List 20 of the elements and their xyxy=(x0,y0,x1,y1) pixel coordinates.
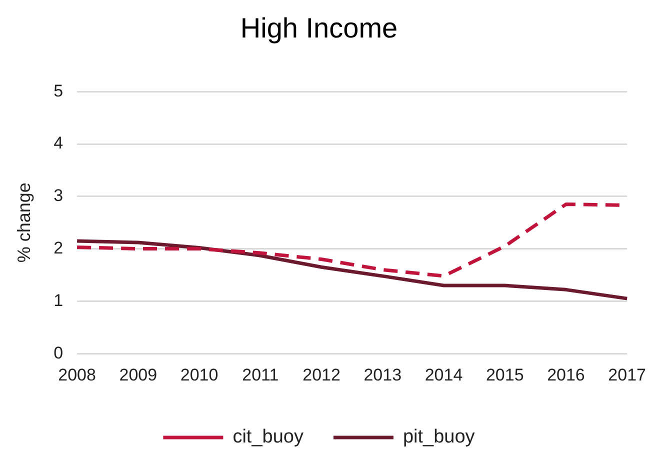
x-tick-label: 2014 xyxy=(424,365,463,384)
x-tick-label: 2017 xyxy=(608,365,646,384)
legend-label: pit_buoy xyxy=(402,426,476,448)
y-tick-label: 3 xyxy=(54,186,64,206)
x-tick-label: 2012 xyxy=(302,365,340,384)
y-axis-title: % change xyxy=(14,182,34,263)
y-tick-label: 5 xyxy=(54,81,64,100)
legend-label: cit_buoy xyxy=(232,426,304,448)
y-tick-label: 1 xyxy=(54,290,64,310)
y-tick-label: 0 xyxy=(54,343,64,362)
x-tick-label: 2013 xyxy=(364,365,402,384)
x-tick-label: 2008 xyxy=(58,365,96,384)
y-tick-label: 4 xyxy=(54,134,64,153)
chart-title: High Income xyxy=(240,12,398,44)
x-tick-label: 2015 xyxy=(486,365,524,384)
x-tick-label: 2016 xyxy=(547,365,585,384)
x-tick-label: 2009 xyxy=(119,365,158,384)
x-tick-label: 2010 xyxy=(180,365,218,384)
y-tick-label: 2 xyxy=(54,238,64,258)
x-tick-label: 2011 xyxy=(242,365,279,384)
